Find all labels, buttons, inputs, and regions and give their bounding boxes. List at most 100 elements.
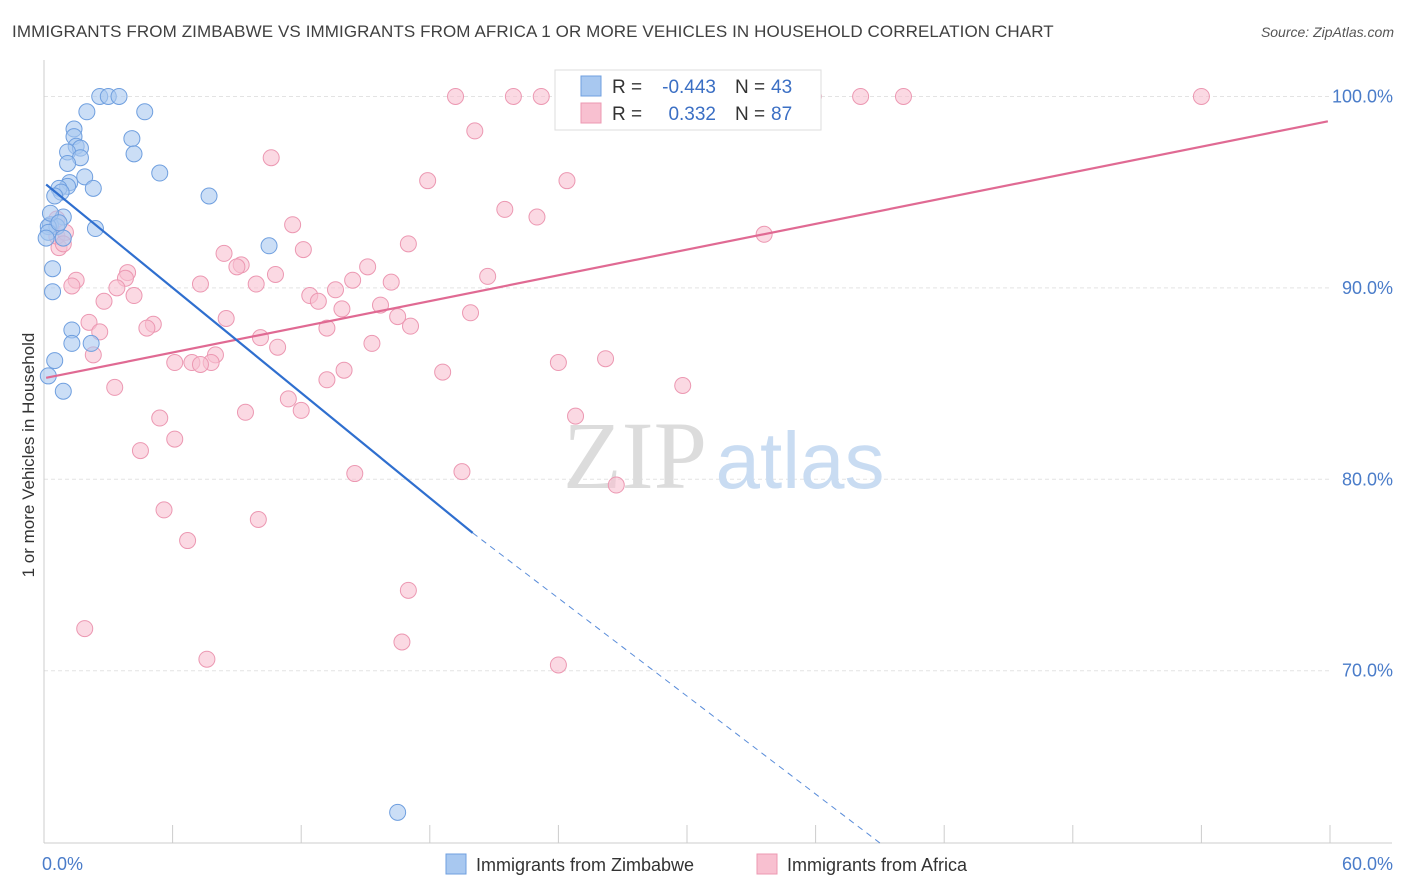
africa-point-71: [166, 430, 184, 448]
africa-point-81: [393, 633, 411, 651]
africa-point-29: [382, 273, 400, 291]
y-tick-label-1: 90.0%: [1342, 278, 1393, 298]
zimbabwe-point-42: [50, 214, 68, 232]
zimbabwe-point-3: [78, 103, 96, 121]
africa-point-70: [567, 407, 585, 425]
africa-point-76: [155, 501, 173, 519]
africa-point-16: [294, 241, 312, 259]
zimbabwe-point-35: [63, 334, 81, 352]
zimbabwe-point-39: [54, 382, 72, 400]
africa-point-59: [166, 354, 184, 372]
africa-point-83: [549, 656, 567, 674]
watermark-atlas: atlas: [716, 416, 885, 505]
africa-point-67: [292, 401, 310, 419]
zimbabwe-point-22: [200, 187, 218, 205]
zimbabwe-point-37: [46, 352, 64, 370]
africa-point-64: [674, 377, 692, 395]
zimbabwe-point-7: [123, 130, 141, 148]
zimbabwe-point-32: [44, 260, 62, 278]
africa-point-79: [399, 581, 417, 599]
africa-point-44: [80, 313, 98, 331]
africa-point-41: [462, 304, 480, 322]
gridlines: [44, 95, 1330, 672]
stats-n-value-africa: 87: [771, 104, 792, 125]
africa-point-13: [284, 216, 302, 234]
axes: [43, 60, 1392, 844]
africa-point-50: [251, 329, 269, 347]
africa-point-7: [466, 122, 484, 140]
africa-point-46: [402, 317, 420, 335]
x-tick-labels: 0.0% 60.0%: [42, 854, 1393, 874]
africa-point-68: [236, 403, 254, 421]
africa-point-73: [346, 465, 364, 483]
africa-point-61: [335, 361, 353, 379]
africa-point-32: [63, 277, 81, 295]
africa-point-8: [262, 149, 280, 167]
africa-point-63: [318, 371, 336, 389]
zimbabwe-point-14: [151, 164, 169, 182]
africa-point-28: [344, 271, 362, 289]
africa-point-0: [447, 87, 465, 105]
africa-point-62: [434, 363, 452, 381]
stats-n-value-zimbabwe: 43: [771, 77, 792, 98]
stats-n-label-zimbabwe: N =: [735, 77, 765, 98]
chart-title: IMMIGRANTS FROM ZIMBABWE VS IMMIGRANTS F…: [12, 22, 1054, 41]
zimbabwe-point-21: [46, 187, 64, 205]
trend-line-zimbabwe-extension: [472, 532, 881, 844]
africa-point-9: [419, 172, 437, 190]
africa-point-30: [247, 275, 265, 293]
africa-point-48: [138, 319, 156, 337]
trend-line-zimbabwe: [45, 183, 474, 534]
zimbabwe-point-19: [84, 179, 102, 197]
africa-point-4: [852, 87, 870, 105]
legend-label-zimbabwe: Immigrants from Zimbabwe: [476, 855, 694, 875]
africa-point-40: [333, 300, 351, 318]
africa-point-6: [1192, 87, 1210, 105]
trend-line-africa: [45, 120, 1329, 379]
stats-swatch-africa: [580, 102, 602, 124]
zimbabwe-point-11: [125, 145, 143, 163]
africa-point-65: [106, 378, 124, 396]
africa-point-60: [549, 354, 567, 372]
x-tick-label-1: 60.0%: [1342, 854, 1393, 874]
stats-r-value-africa: 0.332: [668, 104, 716, 125]
africa-point-38: [309, 292, 327, 310]
africa-point-35: [125, 287, 143, 305]
africa-point-78: [179, 532, 197, 550]
africa-point-49: [91, 323, 109, 341]
africa-point-56: [597, 350, 615, 368]
watermark-zip: ZIP: [563, 402, 707, 509]
stats-r-label-africa: R =: [612, 104, 642, 125]
africa-point-80: [76, 620, 94, 638]
africa-point-11: [496, 200, 514, 218]
series-africa-points: [48, 87, 1210, 674]
zimbabwe-point-31: [260, 237, 278, 255]
africa-point-10: [558, 172, 576, 190]
zimbabwe-point-40: [389, 803, 407, 821]
trend-lines: [45, 120, 1329, 844]
africa-point-24: [266, 265, 284, 283]
africa-point-31: [191, 275, 209, 293]
series-zimbabwe-points: [37, 87, 407, 821]
africa-point-25: [479, 267, 497, 285]
africa-point-1: [504, 87, 522, 105]
stats-box: R = -0.443 N = 43 R = 0.332 N = 87: [554, 69, 822, 131]
africa-point-2: [532, 87, 550, 105]
africa-point-37: [95, 292, 113, 310]
zimbabwe-point-33: [44, 283, 62, 301]
africa-point-51: [363, 334, 381, 352]
africa-point-47: [318, 319, 336, 337]
legend-swatch-africa: [756, 853, 778, 875]
africa-point-15: [399, 235, 417, 253]
zimbabwe-point-13: [59, 154, 77, 172]
y-tick-labels: 100.0% 90.0% 80.0% 70.0%: [1332, 86, 1393, 680]
africa-point-22: [359, 258, 377, 276]
watermark: ZIP atlas: [563, 402, 884, 509]
africa-point-82: [198, 650, 216, 668]
zimbabwe-point-27: [86, 220, 104, 238]
source-credit: Source: ZipAtlas.com: [1260, 24, 1394, 40]
zimbabwe-point-30: [37, 229, 55, 247]
stats-n-label-africa: N =: [735, 104, 765, 125]
zimbabwe-point-36: [82, 334, 100, 352]
